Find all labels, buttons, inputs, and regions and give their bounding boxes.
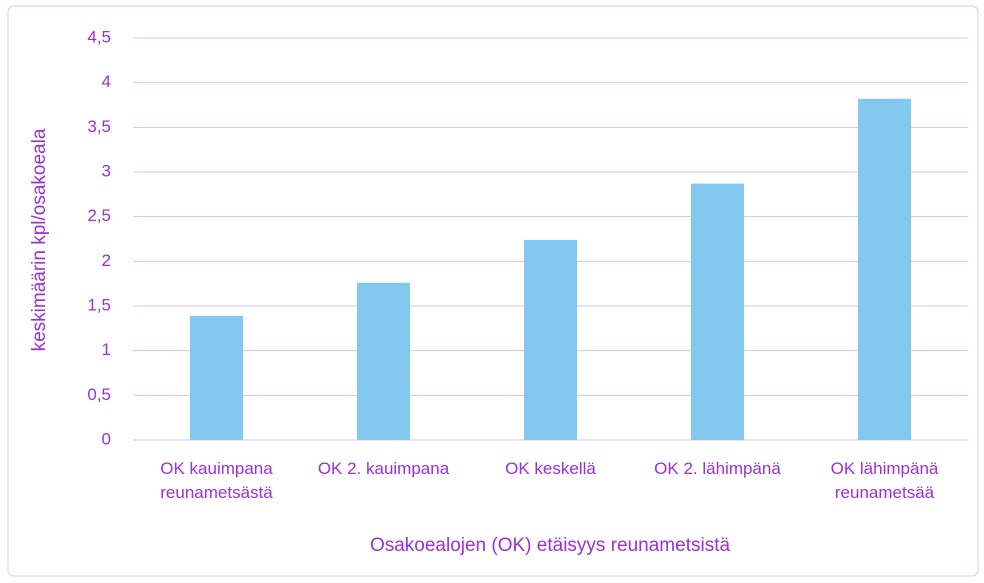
y-tick-label: 0,5 — [87, 385, 111, 404]
y-tick-label: 1 — [102, 340, 111, 359]
bar — [190, 315, 243, 440]
y-axis-title: keskimäärin kpl/osakoeala — [29, 128, 50, 351]
y-tick-label: 4,5 — [87, 27, 111, 46]
bar — [357, 282, 410, 440]
y-tick-label: 3 — [102, 161, 111, 180]
y-tick-label: 0 — [102, 429, 111, 448]
bar — [524, 239, 577, 440]
x-tick-label: OK kauimpana reunametsästä — [160, 459, 273, 502]
y-tick-label: 4 — [102, 72, 111, 91]
x-axis-title: Osakoealojen (OK) etäisyys reunametsistä — [370, 535, 731, 556]
bar — [858, 98, 911, 440]
bar — [691, 183, 744, 440]
x-tick-label: OK lähimpänä reunametsää — [830, 459, 939, 502]
y-tick-label: 2,5 — [87, 206, 111, 225]
x-tick-label: OK 2. kauimpana — [317, 459, 450, 478]
y-tick-label: 2 — [102, 251, 111, 270]
x-tick-label: OK 2. lähimpänä — [654, 459, 781, 478]
x-tick-label: OK keskellä — [505, 459, 596, 478]
y-tick-label: 3,5 — [87, 117, 111, 136]
y-tick-label: 1,5 — [87, 295, 111, 314]
